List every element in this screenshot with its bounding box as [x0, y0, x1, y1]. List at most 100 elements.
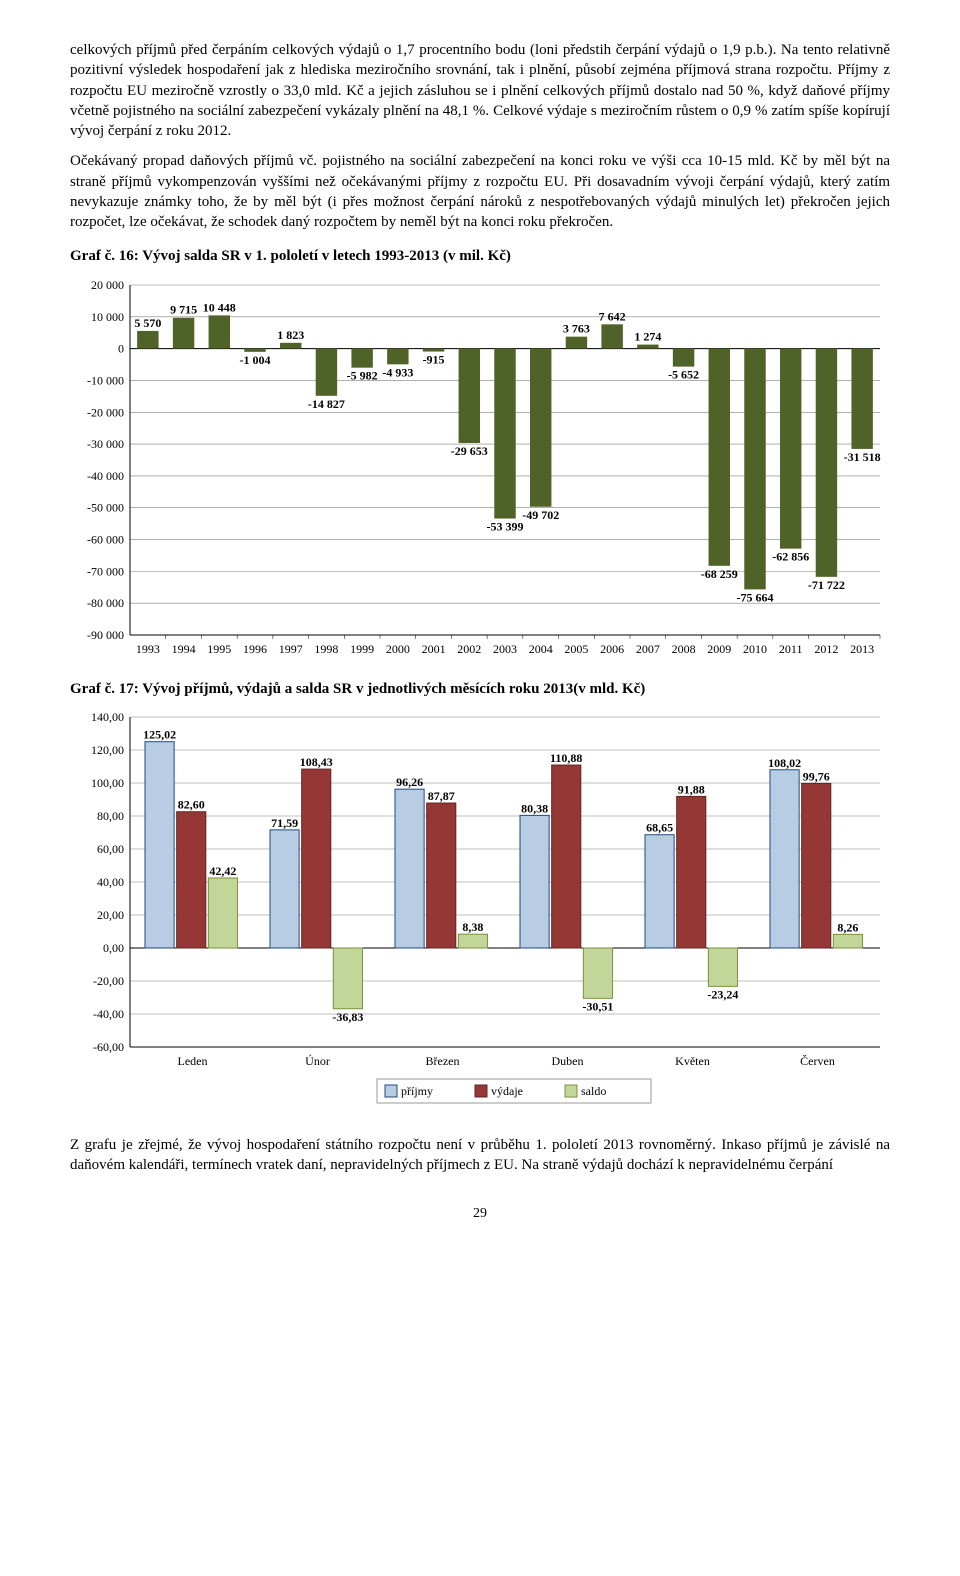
svg-text:91,88: 91,88	[678, 782, 705, 796]
svg-text:Červen: Červen	[800, 1054, 835, 1068]
svg-text:3 763: 3 763	[563, 321, 590, 335]
chart-17: 140,00 120,00 100,00 80,00 60,00 40,00 20,00 0,…	[70, 707, 890, 1117]
svg-text:87,87: 87,87	[428, 789, 455, 803]
svg-text:40,00: 40,00	[97, 875, 124, 889]
svg-text:99,76: 99,76	[803, 769, 830, 783]
svg-text:108,43: 108,43	[300, 755, 333, 769]
svg-text:2012: 2012	[814, 642, 838, 656]
svg-text:42,42: 42,42	[209, 864, 236, 878]
svg-text:-40,00: -40,00	[93, 1007, 124, 1021]
svg-text:0,00: 0,00	[103, 941, 124, 955]
svg-text:68,65: 68,65	[646, 820, 673, 834]
svg-text:0: 0	[118, 341, 124, 355]
svg-text:2006: 2006	[600, 642, 624, 656]
svg-text:1999: 1999	[350, 642, 374, 656]
svg-text:-53 399: -53 399	[487, 519, 524, 533]
svg-text:1995: 1995	[207, 642, 231, 656]
svg-text:1996: 1996	[243, 642, 267, 656]
svg-text:2007: 2007	[636, 642, 660, 656]
svg-text:2009: 2009	[707, 642, 731, 656]
svg-text:1997: 1997	[279, 642, 303, 656]
svg-text:71,59: 71,59	[271, 816, 298, 830]
svg-text:2002: 2002	[457, 642, 481, 656]
svg-text:100,00: 100,00	[91, 776, 124, 790]
svg-text:Leden: Leden	[178, 1054, 208, 1068]
svg-text:-23,24: -23,24	[707, 987, 738, 1001]
svg-text:-915: -915	[423, 352, 445, 366]
svg-text:-36,83: -36,83	[332, 1010, 363, 1024]
svg-text:9 715: 9 715	[170, 302, 197, 316]
svg-text:-20 000: -20 000	[87, 405, 124, 419]
svg-text:-49 702: -49 702	[522, 507, 559, 521]
svg-text:2000: 2000	[386, 642, 410, 656]
svg-text:2004: 2004	[529, 642, 553, 656]
chart16-title: Graf č. 16: Vývoj salda SR v 1. pololetí…	[70, 246, 890, 266]
svg-text:-4 933: -4 933	[382, 365, 413, 379]
svg-text:-5 652: -5 652	[668, 367, 699, 381]
svg-text:60,00: 60,00	[97, 842, 124, 856]
svg-text:2005: 2005	[564, 642, 588, 656]
paragraph-2: Očekávaný propad daňových příjmů vč. poj…	[70, 151, 890, 232]
chart17-title: Graf č. 17: Vývoj příjmů, výdajů a salda…	[70, 679, 890, 699]
chart-16: 20 000 10 000 0 -10 000 -20 000 -30 000 -40 00…	[70, 275, 890, 665]
svg-text:2001: 2001	[422, 642, 446, 656]
svg-text:1993: 1993	[136, 642, 160, 656]
svg-text:10 000: 10 000	[91, 309, 124, 323]
svg-text:-30 000: -30 000	[87, 437, 124, 451]
svg-text:-50 000: -50 000	[87, 500, 124, 514]
svg-text:125,02: 125,02	[143, 727, 176, 741]
svg-text:2010: 2010	[743, 642, 767, 656]
svg-text:140,00: 140,00	[91, 710, 124, 724]
svg-text:1998: 1998	[314, 642, 338, 656]
svg-text:-75 664: -75 664	[737, 590, 774, 604]
svg-text:-40 000: -40 000	[87, 468, 124, 482]
svg-text:-62 856: -62 856	[772, 549, 809, 563]
svg-text:příjmy: příjmy	[401, 1084, 433, 1098]
svg-text:-1 004: -1 004	[240, 352, 271, 366]
svg-text:Březen: Březen	[426, 1054, 460, 1068]
svg-text:Únor: Únor	[305, 1054, 330, 1068]
svg-text:-29 653: -29 653	[451, 443, 488, 457]
svg-text:-20,00: -20,00	[93, 974, 124, 988]
svg-text:110,88: 110,88	[550, 751, 582, 765]
svg-text:10 448: 10 448	[203, 300, 236, 314]
svg-text:-70 000: -70 000	[87, 564, 124, 578]
paragraph-1: celkových příjmů před čerpáním celkových…	[70, 40, 890, 141]
svg-text:8,26: 8,26	[837, 920, 858, 934]
svg-text:8,38: 8,38	[462, 920, 483, 934]
svg-text:-71 722: -71 722	[808, 577, 845, 591]
svg-text:2011: 2011	[779, 642, 803, 656]
svg-text:2013: 2013	[850, 642, 874, 656]
svg-text:2003: 2003	[493, 642, 517, 656]
svg-text:108,02: 108,02	[768, 756, 801, 770]
svg-text:1 823: 1 823	[277, 327, 304, 341]
svg-text:výdaje: výdaje	[491, 1084, 523, 1098]
svg-text:5 570: 5 570	[134, 315, 161, 329]
svg-text:7 642: 7 642	[599, 309, 626, 323]
svg-text:1 274: 1 274	[634, 329, 661, 343]
svg-text:-90 000: -90 000	[87, 628, 124, 642]
svg-text:-80 000: -80 000	[87, 596, 124, 610]
svg-text:-31 518: -31 518	[844, 449, 881, 463]
svg-text:80,38: 80,38	[521, 801, 548, 815]
svg-text:-30,51: -30,51	[582, 999, 613, 1013]
svg-text:20,00: 20,00	[97, 908, 124, 922]
svg-text:-5 982: -5 982	[347, 368, 378, 382]
svg-text:1994: 1994	[172, 642, 196, 656]
svg-text:20 000: 20 000	[91, 278, 124, 292]
svg-text:-10 000: -10 000	[87, 373, 124, 387]
svg-text:-14 827: -14 827	[308, 396, 345, 410]
svg-text:80,00: 80,00	[97, 809, 124, 823]
svg-text:Duben: Duben	[552, 1054, 584, 1068]
svg-text:82,60: 82,60	[178, 797, 205, 811]
svg-text:96,26: 96,26	[396, 775, 423, 789]
page-number: 29	[70, 1205, 890, 1224]
svg-text:2008: 2008	[672, 642, 696, 656]
svg-text:-60,00: -60,00	[93, 1040, 124, 1054]
svg-text:Květen: Květen	[675, 1054, 710, 1068]
svg-text:-60 000: -60 000	[87, 532, 124, 546]
svg-text:saldo: saldo	[581, 1084, 606, 1098]
svg-text:-68 259: -68 259	[701, 566, 738, 580]
svg-text:120,00: 120,00	[91, 743, 124, 757]
paragraph-3: Z grafu je zřejmé, že vývoj hospodaření …	[70, 1135, 890, 1176]
